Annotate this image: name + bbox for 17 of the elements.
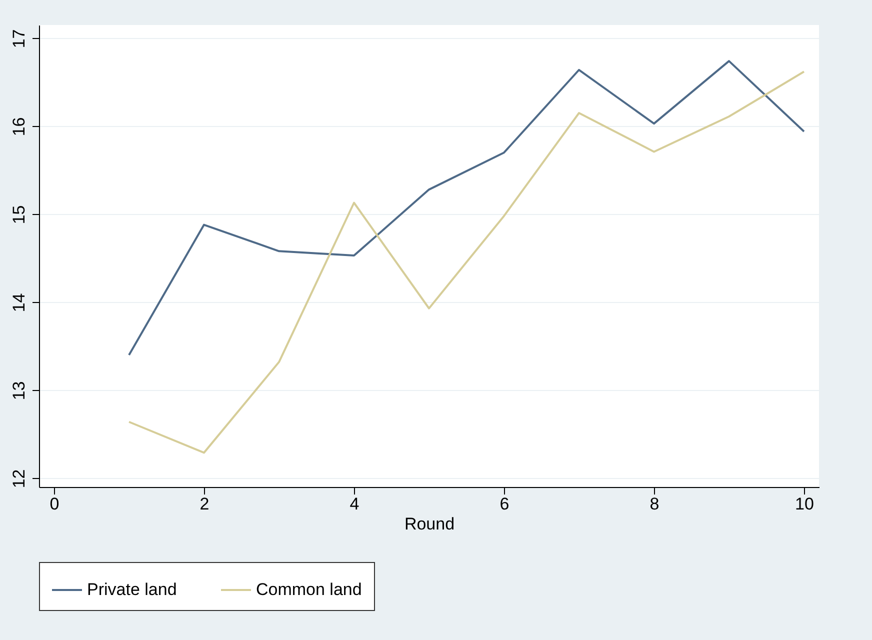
legend-label: Private land <box>87 580 177 599</box>
x-tick-label: 2 <box>200 494 210 514</box>
x-axis-title: Round <box>404 514 455 534</box>
y-tick-label: 15 <box>10 205 28 224</box>
y-tick-label: 16 <box>10 117 28 136</box>
line-series <box>128 60 805 356</box>
y-tick-label: 13 <box>10 381 28 400</box>
x-tick-label: 6 <box>500 494 510 514</box>
line-series <box>128 70 805 454</box>
y-tick-label: 14 <box>10 293 28 312</box>
x-tick-label: 4 <box>350 494 360 514</box>
x-tick-label: 10 <box>795 494 814 514</box>
y-tick-label: 12 <box>10 469 28 488</box>
y-tick-label: 17 <box>10 29 28 48</box>
x-tick-label: 8 <box>650 494 660 514</box>
x-tick-label: 0 <box>50 494 60 514</box>
legend-label: Common land <box>256 580 362 599</box>
